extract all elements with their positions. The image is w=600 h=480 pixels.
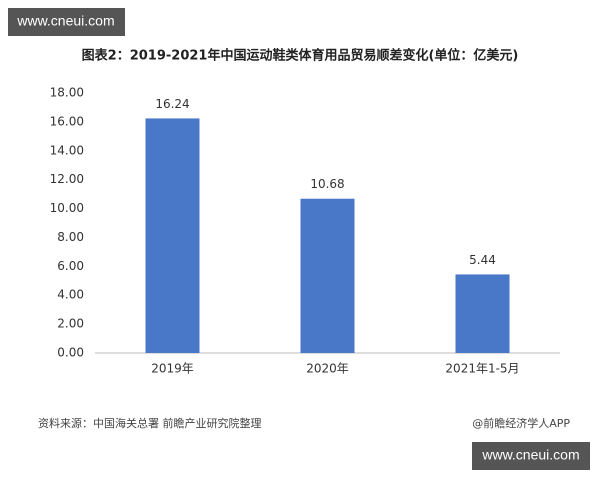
data-label: 5.44 — [469, 253, 496, 267]
y-tick-label: 2.00 — [57, 317, 84, 331]
y-tick-label: 6.00 — [57, 259, 84, 273]
y-tick-label: 16.00 — [50, 114, 84, 128]
bar — [300, 198, 355, 353]
data-label: 10.68 — [310, 177, 344, 191]
y-tick-label: 8.00 — [57, 230, 84, 244]
y-tick-label: 14.00 — [50, 143, 84, 157]
x-tick-label: 2021年1-5月 — [445, 362, 519, 376]
y-tick-label: 4.00 — [57, 288, 84, 302]
y-tick-label: 18.00 — [50, 86, 84, 100]
y-tick-label: 10.00 — [50, 201, 84, 215]
credit: @前瞻经济学人APP — [472, 416, 570, 430]
x-tick-label: 2020年 — [306, 362, 349, 376]
watermark: www.cneui.com — [16, 13, 114, 29]
y-tick-label: 12.00 — [50, 172, 84, 186]
watermark: www.cneui.com — [481, 447, 579, 463]
data-label: 16.24 — [155, 97, 189, 111]
bar — [145, 118, 200, 353]
watermark-box — [472, 442, 590, 470]
source: 资料来源：中国海关总署 前瞻产业研究院整理 — [38, 416, 262, 430]
bar — [455, 274, 510, 353]
chart-title: 图表2：2019-2021年中国运动鞋类体育用品贸易顺差变化(单位：亿美元) — [82, 48, 519, 64]
y-tick-label: 0.00 — [57, 346, 84, 360]
watermark-box — [8, 8, 125, 36]
x-tick-label: 2019年 — [151, 362, 194, 376]
